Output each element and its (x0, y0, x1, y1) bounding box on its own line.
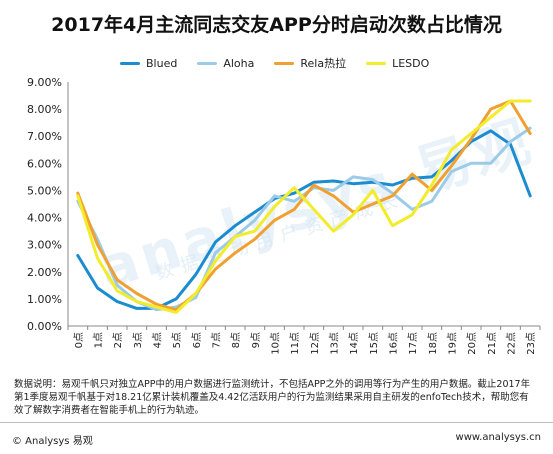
legend-label: Blued (146, 56, 178, 70)
footer-divider (0, 422, 553, 423)
y-tick-label: 2.00% (27, 266, 62, 279)
y-tick-label: 8.00% (27, 103, 62, 116)
x-tick-label: 17点 (407, 332, 419, 355)
series-line-aloha (76, 126, 532, 312)
x-tick-label: 2点 (112, 332, 124, 348)
y-tick-label: 9.00% (27, 76, 62, 89)
x-tick-label: 7点 (211, 332, 223, 348)
x-tick-label: 8点 (230, 332, 242, 348)
chart-legend: Blued Aloha Rela热拉 LESDO (120, 55, 429, 71)
x-tick-label: 12点 (309, 332, 321, 355)
x-tick-label: 4点 (152, 332, 164, 348)
x-tick-label: 14点 (348, 332, 360, 355)
x-tick-label: 3点 (132, 332, 144, 348)
footer-website: www.analysys.cn (455, 432, 541, 443)
legend-label: Rela热拉 (300, 57, 347, 70)
y-tick-label: 0.00% (27, 320, 62, 333)
legend-swatch (197, 61, 218, 65)
y-tick-label: 6.00% (27, 157, 62, 170)
x-tick-label: 6点 (191, 332, 203, 348)
footer-copyright: © Analysys 易观 (12, 436, 93, 447)
legend-item: Rela热拉 (274, 55, 346, 71)
y-tick-label: 7.00% (27, 130, 62, 143)
legend-label: LESDO (392, 56, 430, 70)
x-tick-label: 20点 (466, 332, 478, 355)
x-tick-label: 5点 (171, 332, 183, 348)
x-tick-label: 1点 (93, 332, 105, 348)
x-tick-label: 23点 (525, 332, 537, 355)
x-tick-label: 11点 (289, 332, 301, 355)
y-tick-label: 1.00% (27, 293, 62, 306)
line-chart: 0.00% 1.00% 2.00% 3.00% 4.00% 5.00% 6.00% 7.00%… (27, 76, 541, 355)
legend-swatch (366, 61, 387, 65)
x-tick-label: 21点 (486, 332, 498, 355)
series-line-lesdo (76, 99, 532, 314)
x-tick-label: 19点 (447, 332, 459, 355)
legend-swatch (274, 61, 295, 65)
legend-item: Blued (120, 55, 177, 71)
legend-swatch (120, 61, 140, 65)
legend-label: Aloha (223, 56, 255, 70)
y-tick-label: 5.00% (27, 184, 62, 197)
data-note: 数据说明：易观千帆只对独立APP中的用户数据进行监测统计，不包括APP之外的调用… (14, 379, 531, 416)
series-line-rela (76, 99, 532, 312)
legend-item: LESDO (366, 55, 429, 71)
chart-title: 2017年4月主流同志交友APP分时启动次数占比情况 (51, 14, 502, 36)
x-tick-label: 16点 (388, 332, 400, 355)
y-tick-label: 4.00% (27, 212, 62, 225)
legend-item: Aloha (197, 55, 254, 71)
x-tick-label: 22点 (506, 332, 518, 355)
x-tick-label: 0点 (73, 332, 85, 348)
series-line-blued (76, 129, 532, 310)
y-tick-label: 3.00% (27, 239, 62, 252)
x-tick-label: 10点 (270, 332, 282, 355)
x-tick-label: 15点 (368, 332, 380, 355)
x-tick-label: 9点 (250, 332, 262, 348)
x-tick-label: 18点 (427, 332, 439, 355)
x-tick-label: 13点 (329, 332, 341, 355)
